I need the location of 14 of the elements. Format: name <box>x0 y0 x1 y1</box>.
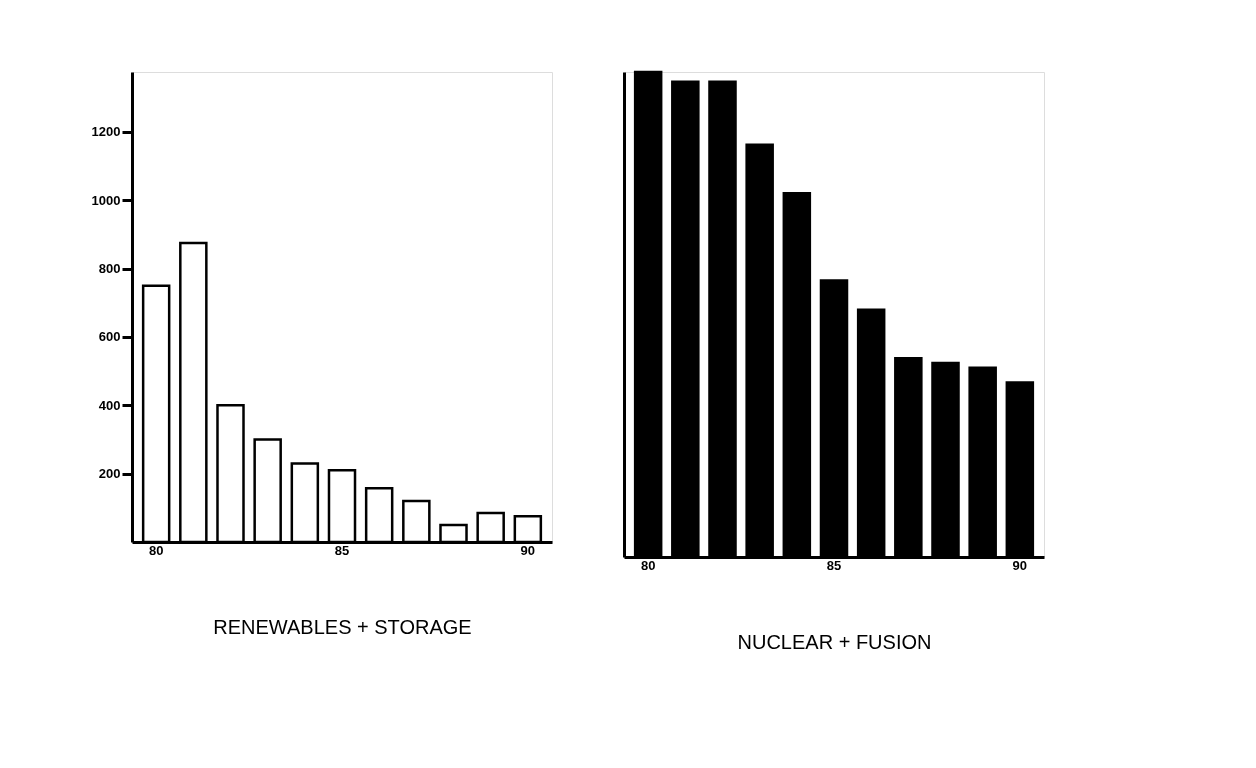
x-axis-title: NUCLEAR + FUSION <box>737 630 932 653</box>
x-axis-title: RENEWABLES + STORAGE <box>213 615 472 638</box>
y-tick-label: 200 <box>98 466 121 482</box>
y-tick-label: 600 <box>98 329 121 345</box>
y-tick-label: 1000 <box>91 192 121 208</box>
y-tick-label: 1200 <box>91 124 121 140</box>
y-tick-label: 800 <box>98 261 121 277</box>
x-tick-label: 85 <box>334 542 350 558</box>
x-tick-label: 90 <box>1012 557 1028 573</box>
x-tick-label: 85 <box>826 557 842 573</box>
x-tick-label: 90 <box>520 542 536 558</box>
y-tick-label: 400 <box>98 397 121 413</box>
x-tick-label: 80 <box>640 557 656 573</box>
x-tick-label: 80 <box>148 542 164 558</box>
